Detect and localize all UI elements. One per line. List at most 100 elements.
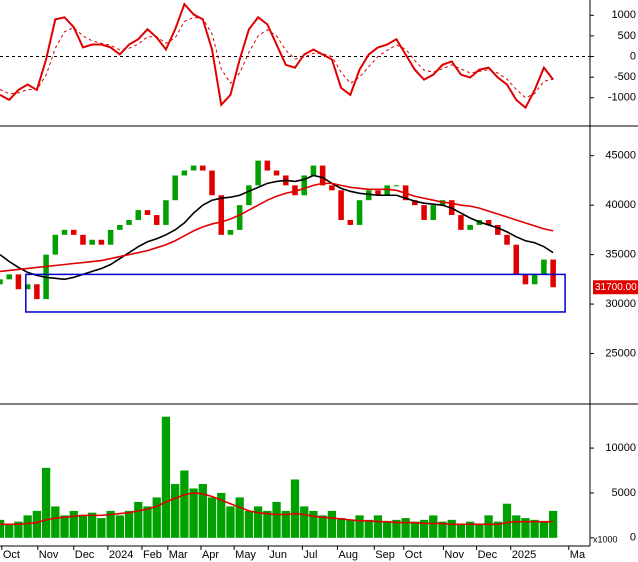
candle [264, 160, 271, 171]
candle [319, 165, 326, 186]
candle [412, 200, 418, 206]
volume-bar [410, 521, 419, 538]
candle [246, 185, 252, 206]
volume-bar [226, 506, 235, 538]
volume-bar [419, 519, 429, 538]
candle [80, 234, 86, 245]
x-tick-label: Ma [570, 549, 586, 561]
volume-bar [521, 518, 530, 538]
candle [522, 274, 529, 285]
candle [236, 205, 243, 230]
candle [310, 165, 317, 176]
volume-bar [106, 510, 115, 538]
volume-bar [401, 518, 410, 538]
x-tick-label: Mar [169, 549, 188, 561]
candle [163, 200, 169, 225]
volume-bar [539, 521, 549, 538]
volume-bar [309, 510, 318, 538]
x-tick-label: Dec [75, 549, 95, 561]
candle [430, 205, 437, 220]
volume-bar [327, 510, 337, 538]
x-tick-label: May [235, 549, 256, 561]
volume-bar [300, 506, 309, 538]
candle [0, 279, 3, 285]
volume-bar [244, 510, 254, 538]
y-tick-label: 0 [630, 50, 636, 62]
volume-bar [355, 515, 364, 538]
candle [550, 259, 556, 288]
volume-bar [60, 515, 69, 538]
volume-bar [263, 510, 272, 538]
candle [24, 284, 31, 290]
x-tick-label: Sep [375, 549, 395, 561]
series-line [0, 174, 554, 281]
candle [273, 170, 280, 176]
candle [98, 239, 105, 245]
volume-bar [235, 497, 244, 538]
volume-bar [152, 497, 161, 538]
candle [541, 259, 547, 275]
volume-bar [336, 518, 346, 538]
candle [70, 229, 77, 235]
volume-bar [23, 515, 32, 538]
volume-bar [97, 518, 106, 538]
y-tick-label: 45000 [605, 150, 636, 162]
candle [375, 190, 381, 196]
candle [135, 210, 142, 220]
y-tick-label: -500 [614, 71, 636, 83]
volume-bar [548, 510, 558, 538]
candle [301, 175, 307, 196]
x-tick-label: Aug [338, 549, 358, 561]
y-tick-label: 30000 [605, 298, 636, 310]
y-tick-label: 25000 [605, 347, 636, 359]
candle [153, 215, 160, 225]
y-unit-label: x1000 [593, 534, 618, 544]
x-tick-label: Oct [405, 549, 422, 561]
candle [393, 185, 400, 187]
candle [117, 224, 123, 230]
volume-bar [346, 519, 355, 538]
volume-bar [484, 515, 493, 538]
y-tick-label: 1000 [612, 9, 636, 21]
candle [255, 160, 261, 186]
series-line [0, 16, 554, 99]
volume-bar [207, 497, 217, 538]
volume-bar [502, 503, 512, 538]
volume-bar [438, 521, 447, 538]
y-tick-label: 10000 [605, 442, 636, 454]
candle [384, 185, 390, 196]
x-tick-label: Feb [143, 549, 162, 561]
x-tick-label: Oct [3, 549, 20, 561]
y-tick-label: 500 [618, 30, 636, 42]
x-tick-label: 2024 [109, 549, 133, 561]
volume-bar [475, 524, 484, 538]
volume-bar [143, 506, 152, 538]
volume-bar [161, 416, 171, 538]
candle [172, 175, 178, 201]
candle [458, 215, 464, 230]
volume-bar [78, 515, 88, 538]
candle [365, 190, 372, 201]
volume-bar [392, 519, 401, 538]
candle [513, 244, 520, 275]
volume-bar [383, 521, 392, 538]
volume-bar [51, 506, 60, 538]
volume-bar [456, 524, 466, 538]
candle [347, 219, 354, 225]
y-tick-label: 40000 [605, 199, 636, 211]
series-line [0, 182, 554, 273]
y-tick-label: -1000 [608, 92, 636, 104]
candle [209, 170, 215, 196]
volume-bar [373, 515, 383, 538]
volume-bar [530, 519, 539, 538]
y-tick-label: 5000 [612, 487, 636, 499]
volume-bar [32, 510, 42, 538]
volume-bar [493, 521, 502, 538]
volume-bar [0, 519, 5, 538]
candle [531, 274, 538, 285]
volume-bar [318, 515, 327, 538]
candle [181, 170, 188, 176]
volume-bar [124, 510, 134, 538]
